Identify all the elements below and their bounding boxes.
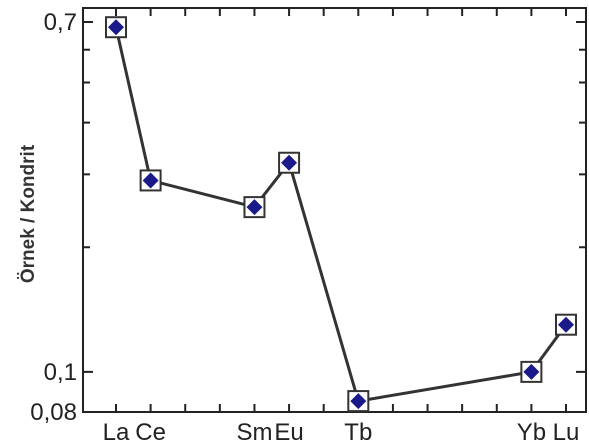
data-point <box>142 172 159 189</box>
plot-border <box>82 7 587 413</box>
y-tick-label: 0,1 <box>44 359 77 386</box>
x-tick-label: Tb <box>344 419 372 446</box>
axis-labels: La Ce Sm Eu Tb Yb Lu <box>103 419 580 446</box>
data-markers <box>105 16 577 413</box>
data-point <box>281 154 298 171</box>
data-point <box>523 363 540 380</box>
x-tick-label: Yb <box>517 419 546 446</box>
series-polyline <box>114 26 568 403</box>
data-point <box>350 393 367 410</box>
x-tick-label: Eu <box>274 419 303 446</box>
x-tick-label: La <box>103 419 130 446</box>
axis-ticks: 0,7 0,1 0,08 <box>30 8 586 426</box>
data-point <box>558 316 574 333</box>
series-line <box>114 26 568 403</box>
x-tick-label: Ce <box>135 419 166 446</box>
y-tick-label: 0,08 <box>30 399 77 426</box>
x-tick-label: Sm <box>236 419 272 446</box>
x-tick-label: Lu <box>553 419 580 446</box>
axes-frame <box>82 7 587 413</box>
y-axis-label: Örnek / Kondrit <box>18 144 39 283</box>
data-point <box>246 199 263 216</box>
data-point <box>108 19 124 36</box>
y-tick-label: 0,7 <box>44 9 77 36</box>
